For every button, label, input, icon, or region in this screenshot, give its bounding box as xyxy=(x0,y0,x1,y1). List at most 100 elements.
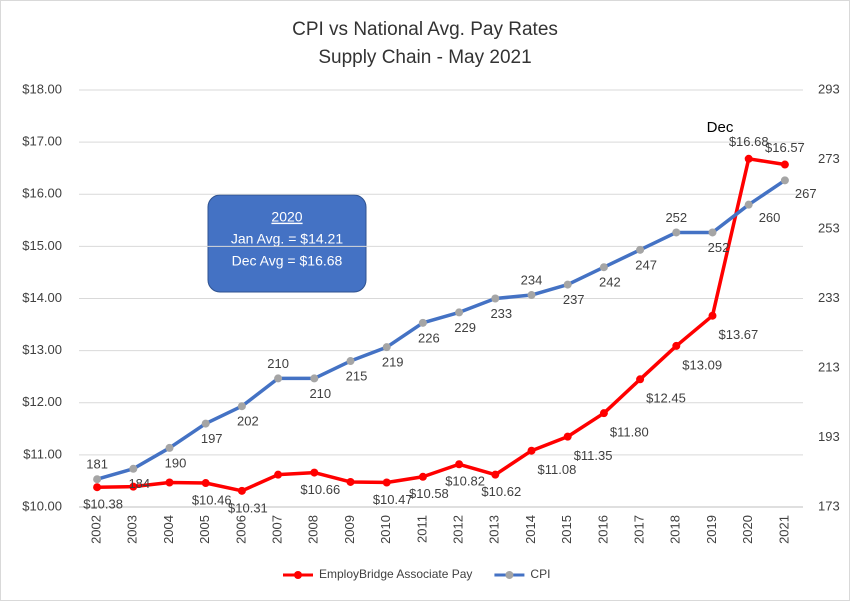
annotation-box-bg xyxy=(207,194,367,293)
data-point xyxy=(780,176,789,185)
y-tick-label: $16.00 xyxy=(22,186,62,201)
data-point xyxy=(165,443,174,452)
data-label: $16.68 xyxy=(729,134,769,149)
data-point xyxy=(636,245,645,254)
data-label: 190 xyxy=(165,455,187,470)
data-point xyxy=(201,479,210,488)
annotation-text: Jan Avg. = $14.21 xyxy=(231,231,343,247)
data-label: 229 xyxy=(454,320,476,335)
data-label: 237 xyxy=(563,292,585,307)
data-point xyxy=(708,311,717,320)
y-tick-label: $17.00 xyxy=(22,134,62,149)
series-line xyxy=(97,157,786,493)
data-label: $11.80 xyxy=(610,425,649,440)
data-label: $11.08 xyxy=(538,462,577,477)
data-label: 242 xyxy=(599,275,621,290)
x-tick-label: 2020 xyxy=(740,515,755,544)
x-tick-label: 2016 xyxy=(595,515,610,544)
data-point xyxy=(780,160,789,169)
data-point xyxy=(93,475,102,484)
data-point xyxy=(491,470,500,479)
data-label: 233 xyxy=(490,306,512,321)
data-label: 226 xyxy=(418,330,440,345)
data-label: 184 xyxy=(128,476,150,491)
data-point xyxy=(563,432,572,441)
y-tick-label: $13.00 xyxy=(22,342,62,357)
data-point xyxy=(418,472,427,481)
data-point xyxy=(346,357,355,366)
x-tick-label: 2021 xyxy=(776,515,791,544)
x-tick-label: 2005 xyxy=(197,515,212,544)
data-point xyxy=(491,294,500,303)
y-tick-label: $12.00 xyxy=(22,394,62,409)
data-point xyxy=(129,482,138,491)
data-point xyxy=(274,470,283,479)
x-tick-label: 2014 xyxy=(523,515,538,544)
x-tick-label: 2013 xyxy=(487,515,502,544)
data-point xyxy=(237,486,246,495)
annotation-text: Dec Avg = $16.68 xyxy=(232,253,343,269)
x-tick-label: 2012 xyxy=(451,515,466,544)
chart-title: CPI vs National Avg. Pay Rates xyxy=(292,19,558,40)
data-point xyxy=(527,291,536,300)
data-label: $10.38 xyxy=(83,497,123,512)
x-tick-label: 2003 xyxy=(125,515,140,544)
data-point xyxy=(129,464,138,473)
data-point xyxy=(310,374,319,383)
x-tick-label: 2019 xyxy=(704,515,719,544)
y2-tick-label: 273 xyxy=(818,151,840,166)
data-label: $10.62 xyxy=(481,484,521,499)
data-label: $10.82 xyxy=(445,474,485,489)
data-label: 197 xyxy=(201,431,223,446)
annotation-dec: Dec xyxy=(707,119,734,136)
data-point xyxy=(708,228,717,237)
data-point xyxy=(165,478,174,487)
y2-tick-label: 213 xyxy=(818,359,840,374)
data-point xyxy=(672,341,681,350)
data-point xyxy=(346,477,355,486)
data-label: 215 xyxy=(346,368,368,383)
annotation-box: 2020 Jan Avg. = $14.21 Dec Avg = $16.68 xyxy=(207,194,367,293)
data-label: $16.57 xyxy=(765,140,805,155)
data-label: 234 xyxy=(521,272,543,287)
data-label: $10.31 xyxy=(228,500,268,515)
series-line xyxy=(96,178,786,481)
data-point xyxy=(599,409,608,418)
data-point xyxy=(274,374,283,383)
y-tick-label: $15.00 xyxy=(22,238,62,253)
data-label: $11.35 xyxy=(574,448,613,463)
legend-marker xyxy=(294,571,302,579)
chart-subtitle: Supply Chain - May 2021 xyxy=(318,47,531,68)
y2-tick-label: 253 xyxy=(818,220,840,235)
y2-tick-label: 193 xyxy=(818,429,840,444)
x-tick-label: 2008 xyxy=(306,515,321,544)
x-tick-label: 2004 xyxy=(161,515,176,544)
y-tick-label: $11.00 xyxy=(23,446,62,461)
data-label: 210 xyxy=(309,386,331,401)
x-tick-label: 2015 xyxy=(559,515,574,544)
data-point xyxy=(672,228,681,237)
data-label: 219 xyxy=(382,355,404,370)
data-point xyxy=(237,402,246,411)
data-label: 210 xyxy=(267,356,289,371)
data-point xyxy=(455,460,464,469)
legend-label: CPI xyxy=(530,567,550,581)
data-point xyxy=(382,343,391,352)
data-point xyxy=(382,478,391,487)
data-point xyxy=(527,446,536,455)
legend-marker xyxy=(505,571,514,579)
data-point xyxy=(93,483,102,492)
data-label: $10.47 xyxy=(373,492,413,507)
data-label: $10.58 xyxy=(409,486,449,501)
data-point xyxy=(455,308,464,317)
data-point xyxy=(599,263,608,272)
x-tick-label: 2007 xyxy=(270,515,285,544)
data-label: 267 xyxy=(795,186,817,201)
data-label: 252 xyxy=(708,240,730,255)
legend-label: EmployBridge Associate Pay xyxy=(319,567,472,581)
data-point xyxy=(418,318,427,327)
data-label: 202 xyxy=(237,414,259,429)
